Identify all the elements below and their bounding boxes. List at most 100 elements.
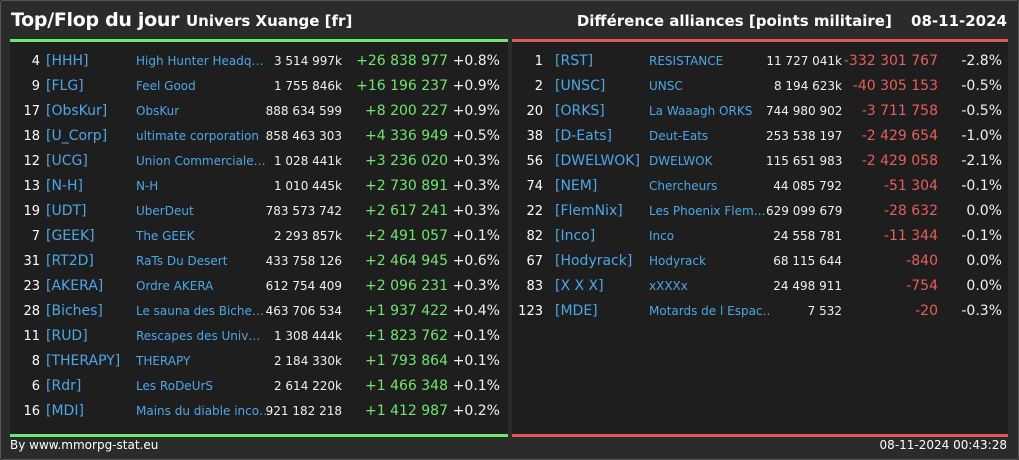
rank: 1 [534, 54, 543, 69]
points-value: 888 634 599 [265, 104, 342, 118]
alliance-tag-link[interactable]: [RT2D] [46, 253, 94, 269]
points-value: 1 010 445k [273, 179, 342, 193]
alliance-name-link[interactable]: ObsKur [136, 104, 180, 118]
alliance-tag-link[interactable]: [X X X] [555, 278, 604, 294]
alliance-tag-link[interactable]: [UDT] [46, 203, 87, 219]
alliance-tag-link[interactable]: [Biches] [46, 303, 103, 319]
rank: 8 [31, 354, 40, 369]
percent-value: +0.1% [452, 378, 500, 394]
diff-value: -20 [915, 303, 938, 319]
alliance-name-link[interactable]: La Waaagh ORKS [649, 104, 753, 118]
alliance-name-link[interactable]: Les RoDeUrS [136, 379, 214, 393]
points-value: 44 085 792 [773, 179, 842, 193]
percent-value: +0.3% [452, 153, 500, 169]
percent-value: -1.0% [961, 128, 1002, 144]
top-alliances-panel: 4 [HHH] High Hunter Headq… 3 514 997k +26 83… [10, 39, 508, 437]
diff-value: -28 632 [883, 203, 938, 219]
alliance-name-link[interactable]: DWELWOK [649, 154, 713, 168]
alliance-name-link[interactable]: Deut-Eats [649, 129, 709, 143]
alliance-name-link[interactable]: RaTs Du Desert [136, 254, 228, 268]
alliance-tag-link[interactable]: [HHH] [46, 53, 89, 69]
alliance-tag-link[interactable]: [UNSC] [555, 78, 606, 94]
alliance-name-link[interactable]: Ordre AKERA [136, 279, 214, 293]
alliance-name-link[interactable]: ultimate corporation [136, 129, 260, 143]
alliance-tag-link[interactable]: [THERAPY] [46, 353, 121, 369]
diff-value: -51 304 [883, 178, 938, 194]
points-value: 115 651 983 [766, 154, 842, 168]
alliance-tag-link[interactable]: [GEEK] [46, 228, 95, 244]
points-value: 253 538 197 [766, 129, 842, 143]
diff-value: +1 823 762 [365, 328, 448, 344]
alliance-tag-link[interactable]: [D-Eats] [555, 128, 612, 144]
points-value: 24 558 781 [773, 229, 842, 243]
percent-value: +0.1% [452, 328, 500, 344]
alliance-name-link[interactable]: Rescapes des Univ… [136, 329, 261, 343]
percent-value: +0.1% [452, 228, 500, 244]
alliance-tag-link[interactable]: [U_Corp] [46, 128, 108, 144]
alliance-tag-link[interactable]: [FLG] [46, 78, 84, 94]
alliance-name-link[interactable]: Feel Good [136, 79, 196, 93]
alliance-name-link[interactable]: UberDeut [136, 204, 194, 218]
alliance-name-link[interactable]: Union Commerciale… [136, 154, 266, 168]
alliance-tag-link[interactable]: [MDE] [555, 303, 598, 319]
alliance-tag-link[interactable]: [UCG] [46, 153, 88, 169]
diff-value: -840 [906, 253, 938, 269]
alliance-name-link[interactable]: THERAPY [136, 354, 191, 368]
diff-value: -40 305 153 [852, 78, 938, 94]
diff-value: +2 617 241 [365, 203, 448, 219]
site-credit-link[interactable]: By www.mmorpg-stat.eu [10, 438, 159, 452]
header-date: 08-11-2024 [911, 12, 1007, 30]
alliance-tag-link[interactable]: [RST] [555, 53, 594, 69]
diff-value: -2 429 654 [861, 128, 938, 144]
alliance-tag-link[interactable]: [FlemNix] [555, 203, 623, 219]
rank: 31 [23, 254, 40, 269]
rank: 16 [23, 404, 40, 419]
alliance-tag-link[interactable]: [ObsKur] [46, 103, 108, 119]
top-row: 28 [Biches] Le sauna des Biche… 463 706 534… [10, 299, 508, 324]
alliance-tag-link[interactable]: [N-H] [46, 178, 83, 194]
top-row: 13 [N-H] N-H 1 010 445k +2 730 891 +0.3% [10, 174, 508, 199]
alliance-name-link[interactable]: Le sauna des Biche… [136, 304, 264, 318]
alliance-tag-link[interactable]: [NEM] [555, 178, 598, 194]
top-row: 12 [UCG] Union Commerciale… 1 028 441k +3 23… [10, 149, 508, 174]
flop-row: 123 [MDE] Motards de l Espac… 7 532 -20 -0.3% [512, 299, 1008, 324]
alliance-tag-link[interactable]: [Inco] [555, 228, 596, 244]
rank: 19 [23, 204, 40, 219]
top-row: 18 [U_Corp] ultimate corporation 858 463 30… [10, 124, 508, 149]
alliance-name-link[interactable]: Chercheurs [649, 179, 718, 193]
flop-row: 22 [FlemNix] Les Phoenix Flem… 629 099 679 -… [512, 199, 1008, 224]
alliance-name-link[interactable]: Les Phoenix Flem… [649, 204, 766, 218]
rank: 12 [23, 154, 40, 169]
alliance-name-link[interactable]: UNSC [649, 79, 683, 93]
alliance-name-link[interactable]: Hodyrack [649, 254, 706, 268]
alliance-name-link[interactable]: Inco [649, 229, 675, 243]
alliance-tag-link[interactable]: [ORKS] [555, 103, 605, 119]
rank: 74 [526, 179, 543, 194]
rank: 2 [534, 79, 543, 94]
alliance-name-link[interactable]: The GEEK [136, 229, 195, 243]
top-row: 19 [UDT] UberDeut 783 573 742 +2 617 241 +0.3… [10, 199, 508, 224]
alliance-tag-link[interactable]: [RUD] [46, 328, 88, 344]
top-row: 9 [FLG] Feel Good 1 755 846k +16 196 237 +0.9… [10, 74, 508, 99]
alliance-name-link[interactable]: Mains du diable inco… [136, 404, 266, 418]
alliance-tag-link[interactable]: [MDI] [46, 403, 84, 419]
percent-value: +0.6% [452, 253, 500, 269]
points-value: 24 498 911 [773, 279, 842, 293]
alliance-tag-link[interactable]: [Rdr] [46, 378, 82, 394]
alliance-name-link[interactable]: Motards de l Espac… [649, 304, 769, 318]
percent-value: +0.9% [452, 78, 500, 94]
alliance-tag-link[interactable]: [DWELWOK] [555, 153, 640, 169]
percent-value: 0.0% [966, 203, 1002, 219]
alliance-tag-link[interactable]: [Hodyrack] [555, 253, 633, 269]
rank: 38 [526, 129, 543, 144]
flop-row: 67 [Hodyrack] Hodyrack 68 115 644 -840 0.0% [512, 249, 1008, 274]
alliance-tag-link[interactable]: [AKERA] [46, 278, 104, 294]
alliance-name-link[interactable]: xXXXx [649, 279, 688, 293]
rank: 22 [526, 204, 543, 219]
top-row: 8 [THERAPY] THERAPY 2 184 330k +1 793 864 +0.… [10, 349, 508, 374]
points-value: 11 727 041k [766, 54, 842, 68]
alliance-name-link[interactable]: N-H [136, 179, 159, 193]
alliance-name-link[interactable]: RESISTANCE [649, 54, 724, 68]
rank: 83 [526, 279, 543, 294]
alliance-name-link[interactable]: High Hunter Headq… [136, 54, 264, 68]
